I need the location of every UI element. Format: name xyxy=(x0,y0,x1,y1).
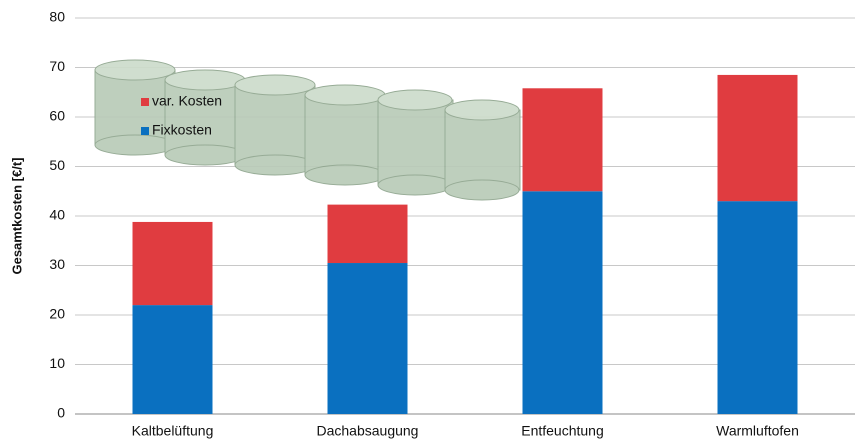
bale-illustration xyxy=(94,59,521,201)
x-tick-label: Kaltbelüftung xyxy=(132,423,214,439)
bar-segment xyxy=(132,221,213,306)
y-tick-label: 40 xyxy=(49,207,65,223)
bar-segment xyxy=(717,201,798,414)
legend: var. Kosten Fixkosten xyxy=(141,93,222,138)
plot-area: 0 10 20 30 40 50 60 70 80 Kaltbelüftung Dachabsaug… xyxy=(49,9,855,439)
bar-segment xyxy=(132,305,213,414)
bar-segment xyxy=(327,204,408,264)
y-axis-label: Gesamtkosten [€/t] xyxy=(9,157,24,274)
x-tick-label: Warmluftofen xyxy=(716,423,799,439)
bar-segment xyxy=(522,191,603,414)
y-tick-label: 30 xyxy=(49,256,65,272)
x-tick-label: Entfeuchtung xyxy=(521,423,604,439)
legend-label: Fixkosten xyxy=(152,122,212,138)
y-tick-label: 0 xyxy=(57,405,65,421)
bar-segment xyxy=(717,74,798,202)
y-tick-label: 10 xyxy=(49,355,65,371)
y-tick-label: 60 xyxy=(49,108,65,124)
y-tick-label: 70 xyxy=(49,58,65,74)
bar-segment xyxy=(522,88,603,192)
y-tick-label: 80 xyxy=(49,9,65,25)
legend-label: var. Kosten xyxy=(152,93,222,109)
bar-segment xyxy=(327,263,408,414)
y-tick-label: 50 xyxy=(49,157,65,173)
y-tick-label: 20 xyxy=(49,306,65,322)
legend-swatch xyxy=(141,127,149,135)
x-tick-label: Dachabsaugung xyxy=(317,423,419,439)
legend-swatch xyxy=(141,98,149,106)
